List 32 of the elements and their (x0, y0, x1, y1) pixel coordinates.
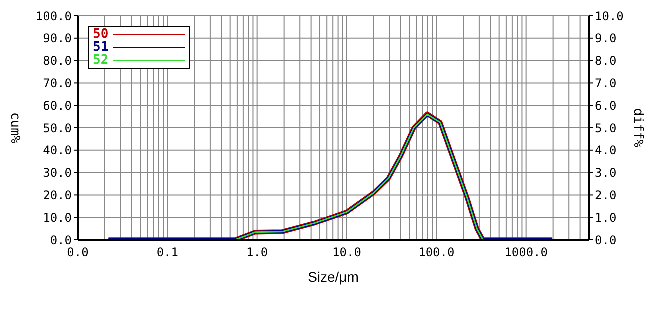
y2-tick-label: 4.0 (595, 144, 617, 158)
y-tick-label: 90.0 (43, 32, 72, 46)
y2-tick-label: 8.0 (595, 54, 617, 68)
y2-tick-label: 3.0 (595, 166, 617, 180)
y2-tick-label: 7.0 (595, 76, 617, 90)
x-tick-label: 10.0 (332, 246, 362, 260)
x-tick-label: 0.0 (67, 246, 89, 260)
x-tick-label: 1000.0 (504, 246, 548, 260)
y2-tick-label: 5.0 (595, 121, 617, 136)
y2-tick-label: 1.0 (595, 210, 617, 225)
y2-axis-title: diff% (630, 108, 646, 148)
y-tick-label: 0.0 (50, 233, 72, 248)
y-axis-title: cum% (7, 112, 22, 144)
y-tick-label: 30.0 (43, 166, 72, 180)
y-tick-label: 20.0 (43, 188, 72, 202)
legend-box: 50 51 52 (88, 26, 190, 69)
y2-tick-label: 2.0 (595, 188, 617, 202)
y2-tick-label: 6.0 (595, 98, 617, 113)
x-tick-label: 0.1 (156, 246, 179, 260)
y2-tick-label: 10.0 (595, 9, 624, 24)
y-tick-label: 40.0 (43, 144, 72, 158)
y-tick-label: 60.0 (43, 98, 72, 113)
x-axis-title: Size/μm (308, 269, 359, 285)
y2-tick-label: 9.0 (595, 32, 617, 46)
y-tick-label: 80.0 (43, 54, 72, 68)
x-tick-label: 100.0 (418, 246, 455, 260)
y-tick-label: 100.0 (36, 9, 72, 24)
y-tick-label: 70.0 (43, 76, 72, 90)
y-tick-label: 10.0 (43, 210, 72, 225)
y2-tick-label: 0.0 (595, 233, 617, 248)
y-tick-label: 50.0 (43, 121, 72, 136)
x-tick-label: 1.0 (246, 246, 268, 260)
